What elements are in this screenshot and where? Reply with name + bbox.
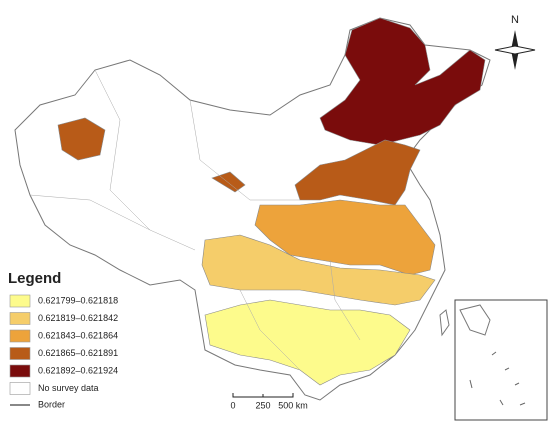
- legend-label: 0.621819–0.621842: [38, 313, 118, 323]
- border-label: Border: [38, 399, 65, 409]
- region: [204, 299, 411, 386]
- legend-swatch: [9, 294, 31, 308]
- legend-label: 0.621892–0.621924: [38, 365, 118, 375]
- legend-label: No survey data: [38, 383, 99, 393]
- inset-coast: [459, 304, 491, 336]
- legend-swatch: [9, 312, 31, 325]
- region: [201, 234, 436, 306]
- north-arrow: N: [494, 14, 536, 70]
- scale-label: 500 km: [278, 400, 308, 410]
- legend-swatch: [9, 347, 31, 360]
- province-borders: [29, 69, 361, 371]
- legend-swatch: [9, 329, 31, 343]
- region: [57, 117, 106, 161]
- scale-bar: 0 250 500 km: [230, 393, 308, 410]
- legend-label: 0.621865–0.621891: [38, 348, 118, 358]
- region: [319, 17, 486, 146]
- inset-islands: [469, 351, 526, 406]
- island: [439, 309, 450, 337]
- legend-label: 0.621843–0.621864: [38, 330, 118, 340]
- legend-swatch: [9, 364, 31, 378]
- legend-title: Legend: [8, 270, 61, 287]
- north-label: N: [511, 14, 519, 26]
- region: [294, 139, 421, 206]
- scale-label: 250: [255, 400, 270, 410]
- legend-swatch: [9, 382, 31, 395]
- region: [211, 171, 246, 193]
- scale-label: 0: [230, 400, 235, 410]
- legend-label: 0.621799–0.621818: [38, 295, 118, 305]
- region: [254, 199, 436, 276]
